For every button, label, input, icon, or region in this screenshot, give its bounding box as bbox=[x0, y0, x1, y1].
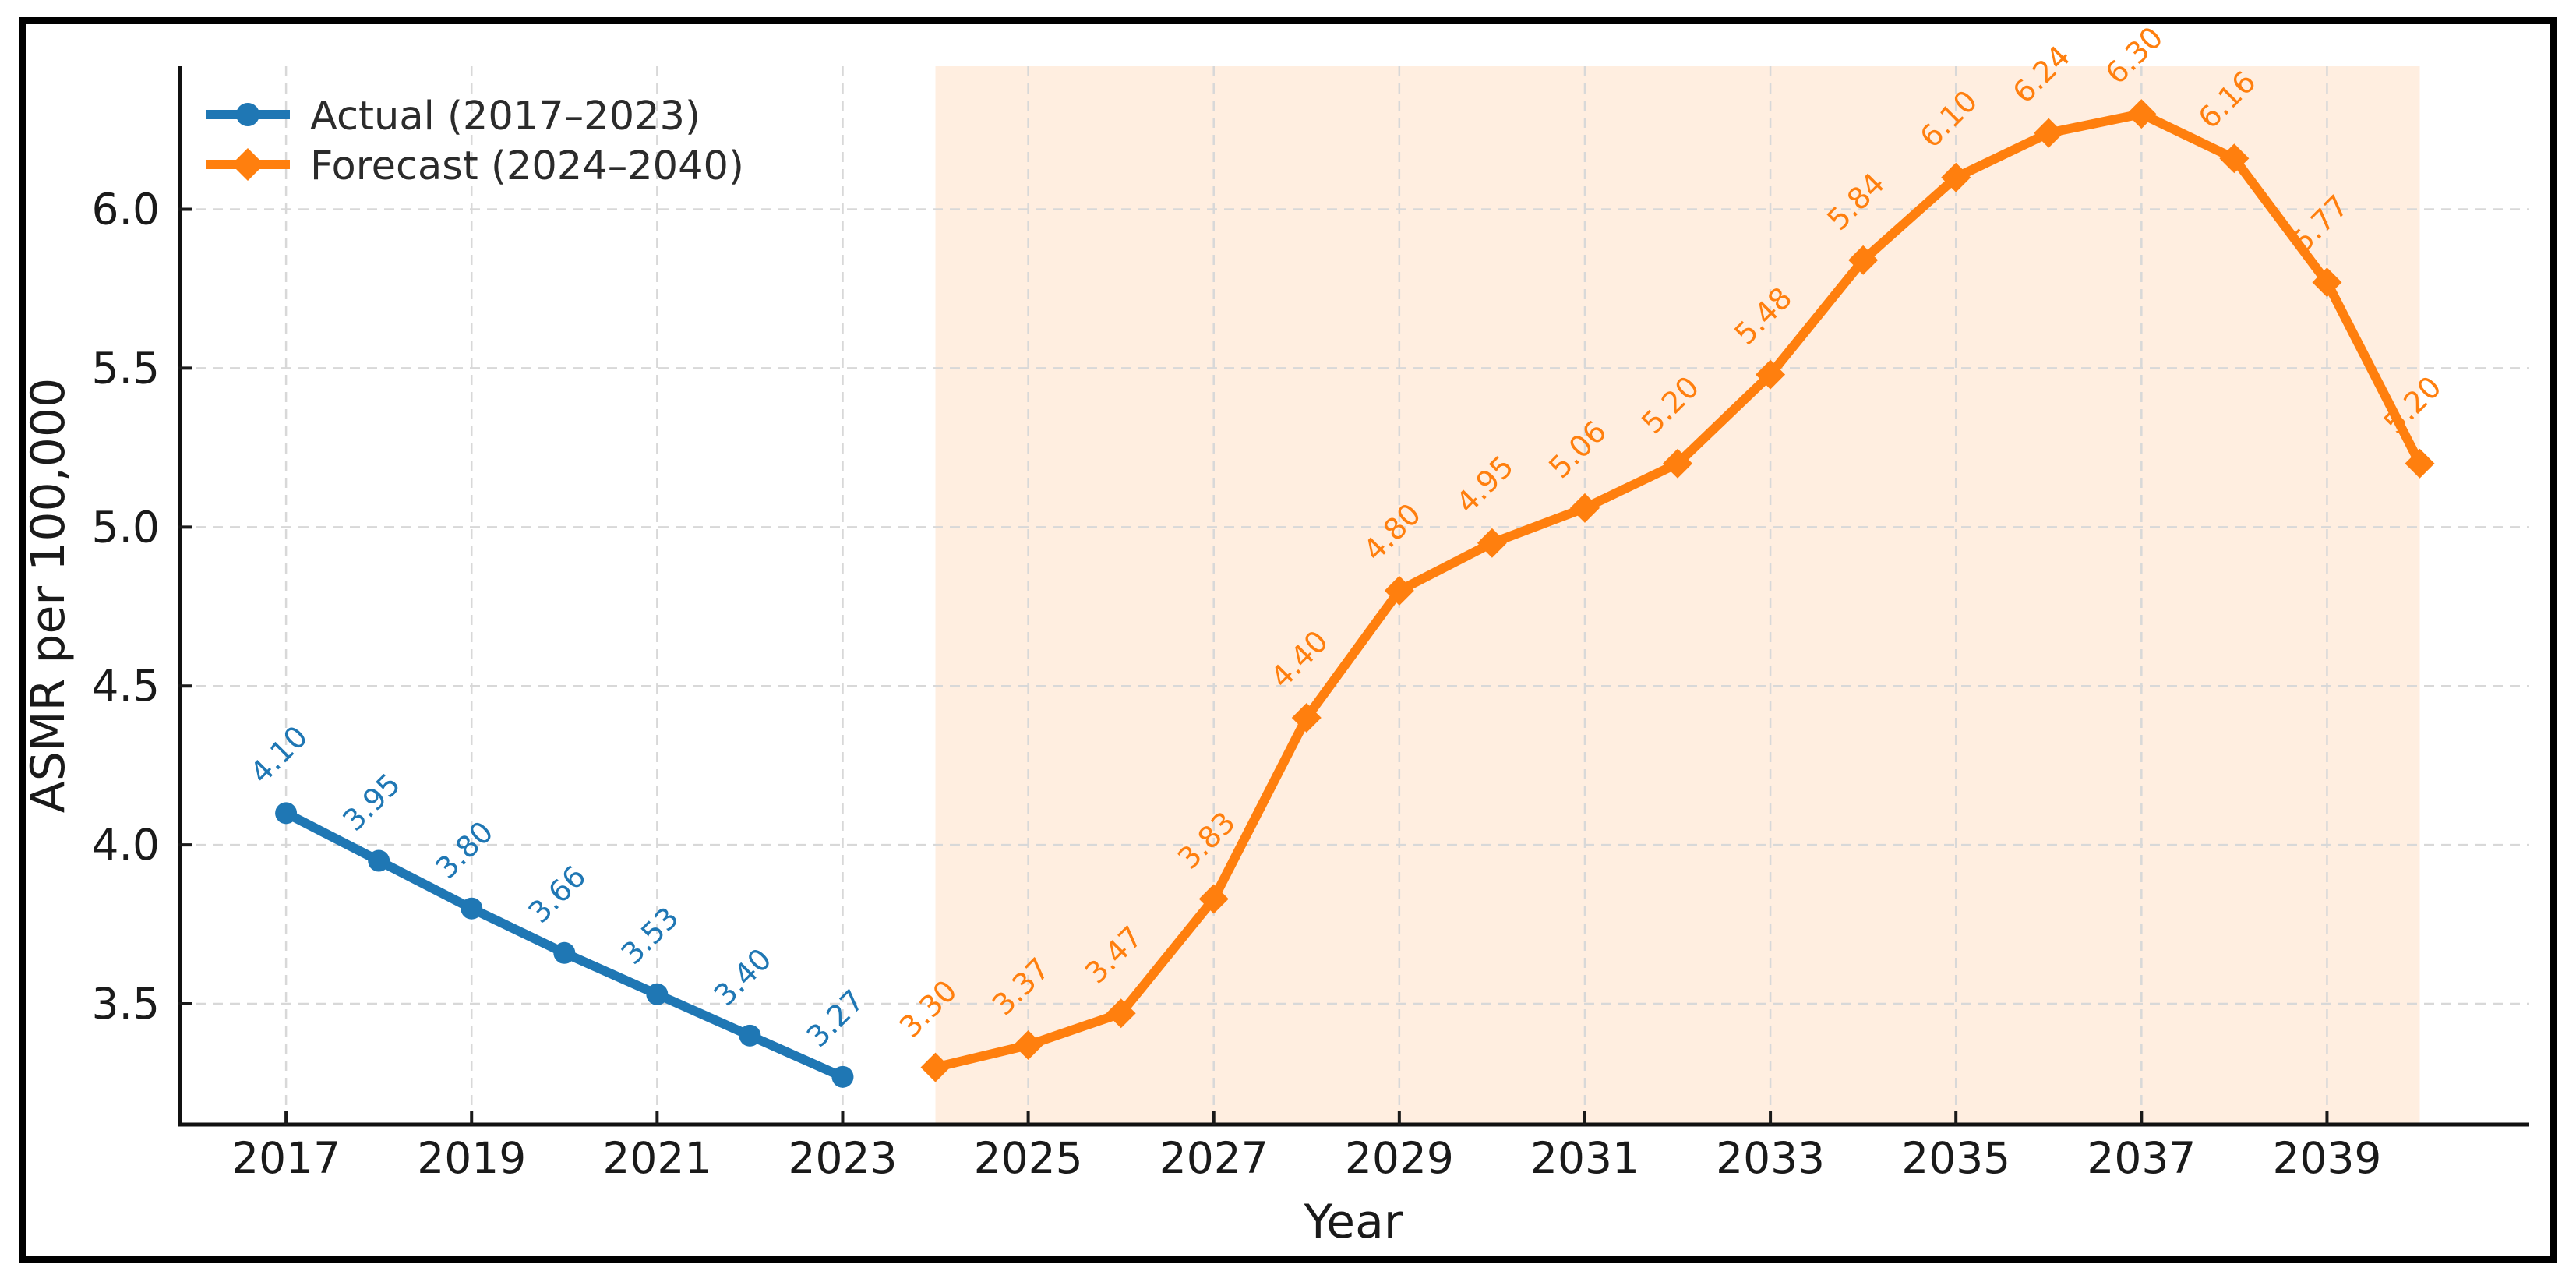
data-point-marker bbox=[1848, 245, 1879, 275]
data-point-marker bbox=[1941, 162, 1971, 192]
x-tick-label: 2035 bbox=[1901, 1133, 2010, 1183]
data-point-label: 3.53 bbox=[615, 900, 686, 971]
data-point-label: 3.80 bbox=[429, 814, 499, 885]
data-point-marker bbox=[1291, 703, 1322, 733]
y-tick-label: 6.0 bbox=[92, 185, 160, 235]
data-point-marker bbox=[275, 802, 298, 825]
data-point-marker bbox=[1198, 884, 1229, 914]
y-tick-label: 5.0 bbox=[92, 502, 160, 552]
data-point-marker bbox=[646, 983, 669, 1005]
axes-spines bbox=[178, 66, 2529, 1127]
data-point-marker bbox=[2034, 118, 2064, 148]
legend-label-actual: Actual (2017–2023) bbox=[310, 94, 700, 140]
x-tick-label: 2019 bbox=[417, 1133, 526, 1183]
x-tick-label: 2033 bbox=[1716, 1133, 1825, 1183]
y-tick-label: 4.5 bbox=[92, 661, 160, 711]
x-tick-label: 2025 bbox=[974, 1133, 1083, 1183]
plot-area: 2017 2019 2021 2023 2025 2027 2029 2031 2033 2035… bbox=[92, 20, 2529, 1183]
x-tick-label: 2029 bbox=[1345, 1133, 1454, 1183]
data-point-label: 4.10 bbox=[243, 719, 314, 790]
gridlines bbox=[178, 66, 2529, 1125]
x-tick-label: 2037 bbox=[2087, 1133, 2196, 1183]
x-axis-label: Year bbox=[1303, 1195, 1403, 1249]
data-point-marker bbox=[1106, 998, 1136, 1029]
data-point-marker bbox=[1663, 448, 1693, 479]
data-point-label: 3.66 bbox=[522, 859, 593, 930]
data-point-marker bbox=[1013, 1030, 1043, 1061]
y-tick-label: 4.0 bbox=[92, 820, 160, 870]
series-actual: 4.10 3.95 3.80 3.66 3.53 3.40 3.27 bbox=[243, 719, 871, 1088]
data-point-marker bbox=[2219, 143, 2250, 174]
forecast-band bbox=[935, 66, 2420, 1125]
data-point-marker bbox=[2126, 99, 2157, 129]
legend-item-forecast: Forecast (2024–2040) bbox=[206, 143, 744, 189]
data-point-marker bbox=[461, 897, 483, 920]
data-point-marker bbox=[739, 1024, 761, 1047]
data-point-marker bbox=[2312, 267, 2342, 298]
data-point-label: 3.27 bbox=[800, 983, 871, 1054]
x-tick-label: 2027 bbox=[1159, 1133, 1269, 1183]
data-point-marker bbox=[1569, 493, 1600, 523]
x-tick-label: 2017 bbox=[231, 1133, 341, 1183]
data-point-label: 3.95 bbox=[336, 767, 407, 838]
data-point-marker bbox=[368, 849, 390, 872]
data-point-marker bbox=[1756, 359, 1786, 390]
y-axis-label: ASMR per 100,000 bbox=[21, 378, 76, 814]
data-point-marker bbox=[920, 1052, 951, 1082]
data-point-marker bbox=[1477, 528, 1507, 558]
legend-label-forecast: Forecast (2024–2040) bbox=[310, 143, 744, 189]
x-tick-label: 2039 bbox=[2272, 1133, 2381, 1183]
x-tick-label: 2023 bbox=[788, 1133, 897, 1183]
forecast-diamond-marker-icon bbox=[231, 148, 264, 181]
legend: Actual (2017–2023) Forecast (2024–2040) bbox=[206, 94, 744, 189]
axis-ticks: 2017 2019 2021 2023 2025 2027 2029 2031 2033 2035… bbox=[92, 185, 2382, 1183]
legend-item-actual: Actual (2017–2023) bbox=[206, 94, 700, 140]
y-tick-label: 5.5 bbox=[92, 343, 160, 393]
data-point-marker bbox=[831, 1065, 854, 1088]
x-tick-label: 2021 bbox=[602, 1133, 711, 1183]
data-point-marker bbox=[1384, 575, 1414, 606]
y-tick-label: 3.5 bbox=[92, 979, 160, 1029]
data-point-label: 3.40 bbox=[708, 941, 778, 1012]
x-tick-label: 2031 bbox=[1530, 1133, 1639, 1183]
data-point-marker bbox=[2405, 448, 2435, 479]
actual-circle-marker-icon bbox=[236, 103, 259, 126]
data-point-marker bbox=[553, 941, 576, 964]
